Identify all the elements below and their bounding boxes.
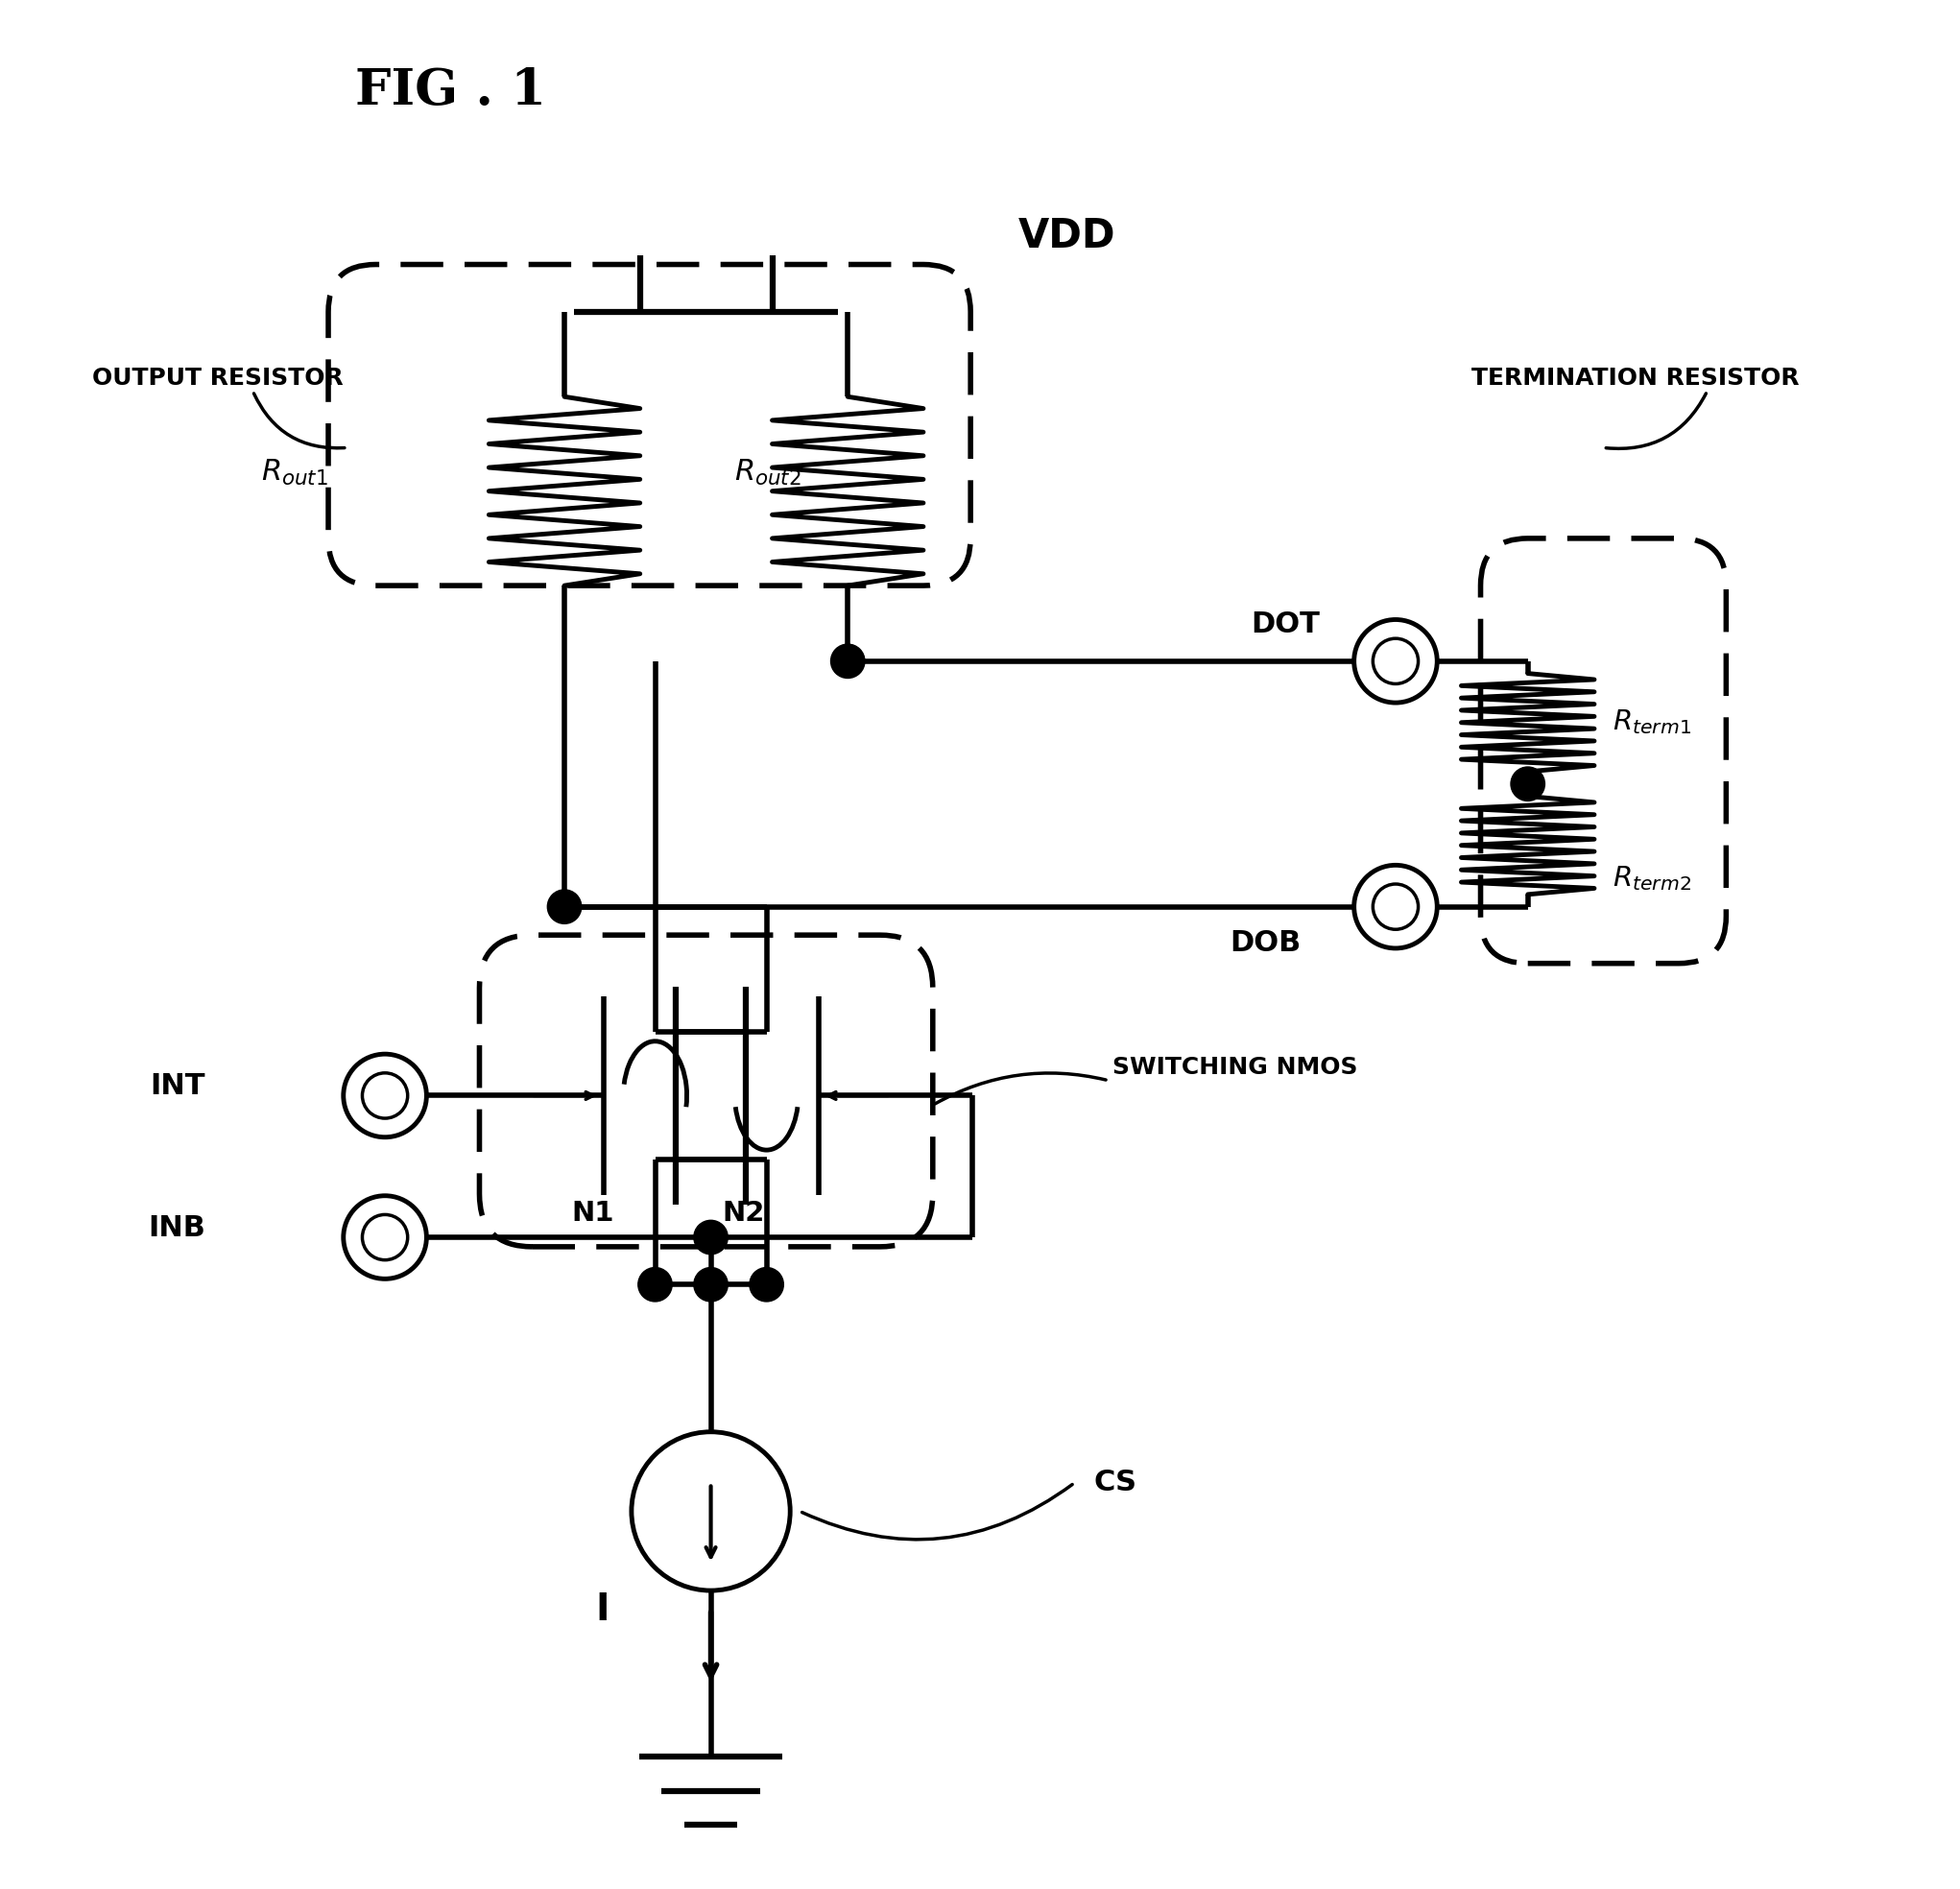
Text: $R_{term1}$: $R_{term1}$ bbox=[1613, 706, 1691, 737]
Circle shape bbox=[831, 644, 864, 678]
Text: $R_{out2}$: $R_{out2}$ bbox=[735, 457, 802, 487]
Circle shape bbox=[639, 1268, 672, 1302]
Circle shape bbox=[343, 1054, 427, 1137]
Circle shape bbox=[694, 1268, 727, 1302]
Text: OUTPUT RESISTOR: OUTPUT RESISTOR bbox=[92, 366, 343, 389]
Text: DOB: DOB bbox=[1229, 929, 1301, 958]
Text: DOT: DOT bbox=[1250, 610, 1319, 638]
Text: $R_{out1}$: $R_{out1}$ bbox=[261, 457, 329, 487]
Circle shape bbox=[694, 1220, 727, 1254]
Text: I: I bbox=[596, 1591, 610, 1628]
Circle shape bbox=[547, 890, 582, 924]
Circle shape bbox=[1511, 767, 1544, 801]
Circle shape bbox=[1372, 884, 1419, 929]
Text: N1: N1 bbox=[572, 1200, 613, 1226]
Text: INB: INB bbox=[149, 1215, 206, 1241]
Text: INT: INT bbox=[151, 1073, 206, 1099]
Text: SWITCHING NMOS: SWITCHING NMOS bbox=[1111, 1056, 1358, 1079]
Circle shape bbox=[363, 1215, 408, 1260]
Circle shape bbox=[1372, 638, 1419, 684]
Text: N2: N2 bbox=[723, 1200, 764, 1226]
Text: FIG . 1: FIG . 1 bbox=[355, 66, 547, 115]
Circle shape bbox=[1354, 620, 1437, 703]
Text: VDD: VDD bbox=[1017, 215, 1115, 257]
Text: CS: CS bbox=[1094, 1470, 1137, 1496]
Text: TERMINATION RESISTOR: TERMINATION RESISTOR bbox=[1472, 366, 1799, 389]
Circle shape bbox=[343, 1196, 427, 1279]
Circle shape bbox=[1354, 865, 1437, 948]
Circle shape bbox=[363, 1073, 408, 1118]
Circle shape bbox=[749, 1268, 784, 1302]
Text: $R_{term2}$: $R_{term2}$ bbox=[1613, 863, 1691, 893]
Circle shape bbox=[631, 1432, 790, 1591]
